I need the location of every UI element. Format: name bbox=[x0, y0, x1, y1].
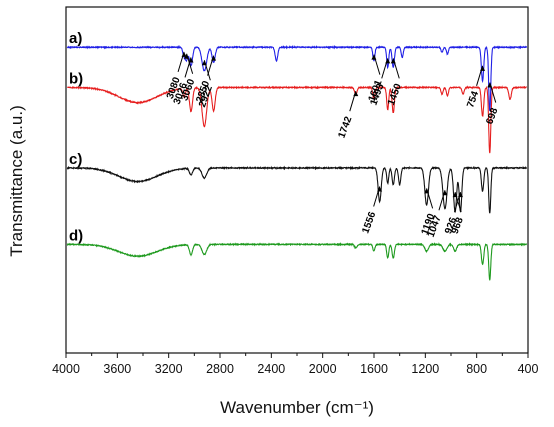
annotation-arrowhead bbox=[371, 54, 377, 60]
series-line-3 bbox=[66, 165, 528, 214]
annotation-arrowhead bbox=[181, 51, 187, 57]
x-axis-ticks: 4000 3600 3200 2800 2400 2000 1600 1200 800 400 bbox=[52, 353, 538, 376]
x-tick-label: 4000 bbox=[52, 362, 80, 376]
series-line-1 bbox=[66, 44, 528, 112]
annotation-arrowhead bbox=[390, 58, 396, 64]
annotation-arrowhead bbox=[377, 186, 383, 192]
annotation-arrowhead bbox=[452, 192, 458, 198]
series-label: a) bbox=[69, 30, 82, 47]
annotation-arrowhead bbox=[487, 82, 493, 88]
x-tick-label: 400 bbox=[518, 362, 539, 376]
series-line-2 bbox=[67, 85, 528, 154]
x-tick-label: 1200 bbox=[411, 362, 439, 376]
plot-frame bbox=[65, 6, 529, 354]
peak-annotation: 1742 bbox=[337, 115, 355, 140]
annotation-arrowhead bbox=[480, 65, 486, 71]
peak-annotation: 754 bbox=[465, 89, 481, 109]
annotation-arrowhead bbox=[184, 53, 190, 59]
annotation-arrowhead bbox=[442, 190, 448, 196]
x-axis-title: Wavenumber (cm⁻¹) bbox=[220, 398, 374, 417]
annotation-arrowhead bbox=[457, 192, 463, 198]
x-tick-label: 3200 bbox=[155, 362, 183, 376]
series-label: d) bbox=[69, 227, 83, 244]
annotation-arrowhead bbox=[353, 91, 359, 97]
annotation-arrowhead bbox=[385, 58, 391, 64]
series-label: b) bbox=[69, 70, 83, 87]
peak-annotation: 698 bbox=[484, 106, 500, 126]
x-tick-label: 2800 bbox=[206, 362, 234, 376]
x-tick-label: 3600 bbox=[103, 362, 131, 376]
peak-annotation: 926 bbox=[443, 216, 459, 236]
peak-annotation: 1556 bbox=[360, 210, 378, 235]
series-layer: a) b) c) d) bbox=[66, 30, 528, 282]
annotation-arrowhead bbox=[211, 55, 217, 61]
y-axis-title: Transmittance (a.u.) bbox=[7, 105, 26, 256]
x-tick-label: 2400 bbox=[257, 362, 285, 376]
annotation-arrowhead bbox=[188, 57, 194, 63]
series-line-4 bbox=[66, 241, 527, 282]
x-tick-label: 1600 bbox=[360, 362, 388, 376]
peak-annotation: 968 bbox=[450, 216, 466, 236]
annotation-arrowhead bbox=[424, 188, 430, 194]
annotation-arrowhead bbox=[201, 60, 207, 66]
x-tick-label: 2000 bbox=[309, 362, 337, 376]
series-label: c) bbox=[69, 151, 82, 168]
x-tick-label: 800 bbox=[466, 362, 487, 376]
peak-annotation: 1450 bbox=[386, 82, 404, 107]
